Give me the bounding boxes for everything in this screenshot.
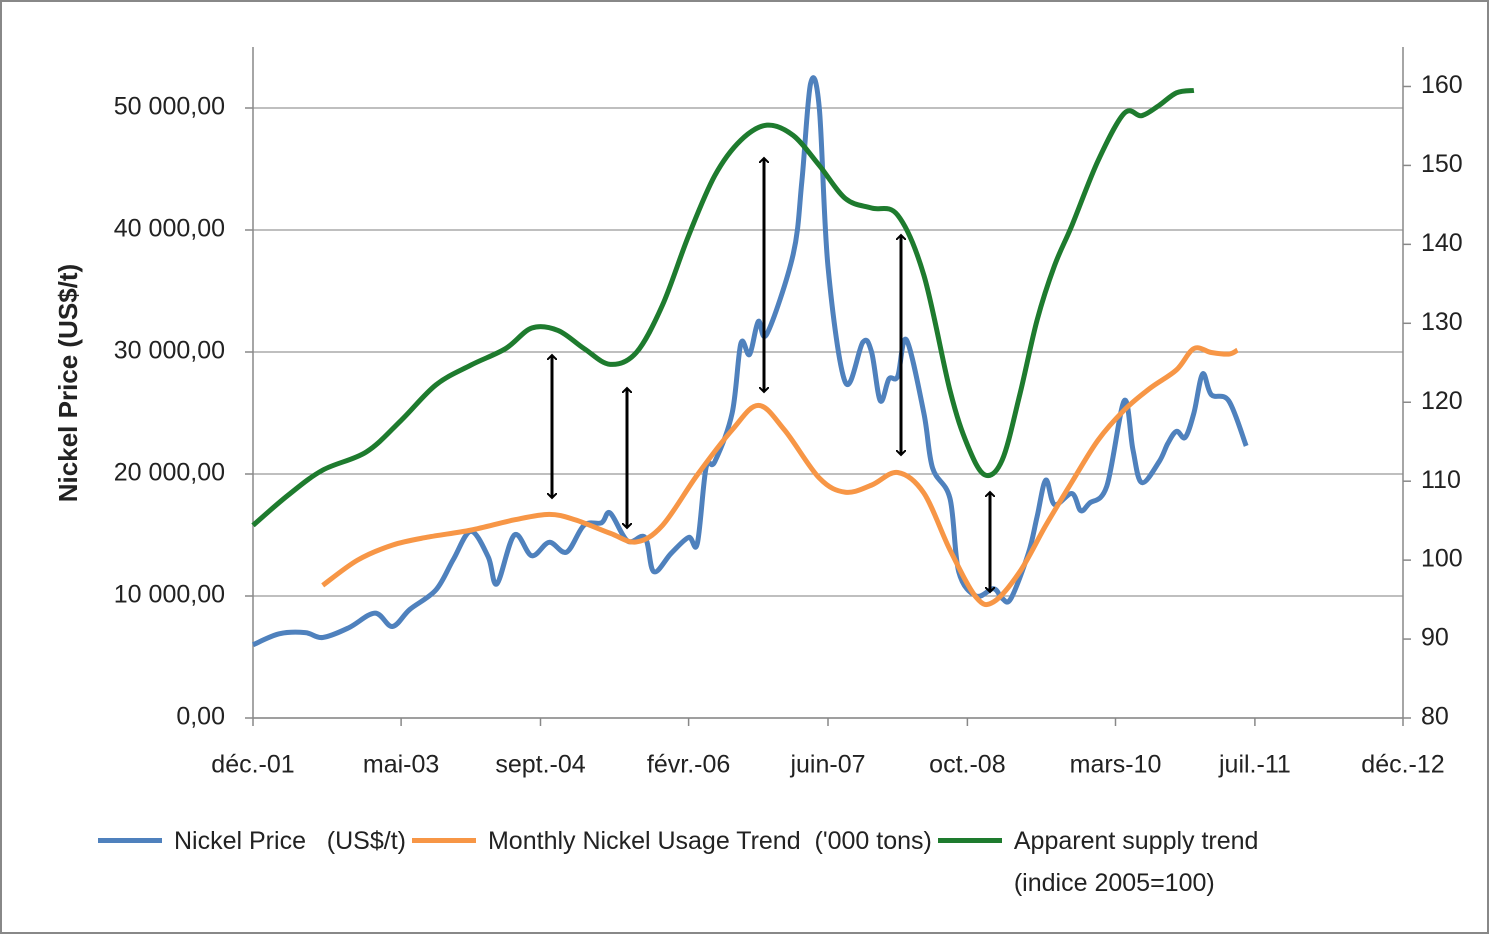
y2-tick-label: 100: [1421, 545, 1463, 573]
y2-tick-label: 150: [1421, 150, 1463, 178]
y2-tick-label: 90: [1421, 624, 1449, 652]
legend-label: Nickel Price (US$/t): [174, 827, 406, 855]
series-line: [321, 345, 1239, 608]
legend: Nickel Price (US$/t) Monthly Nickel Usage…: [98, 820, 1340, 904]
y-tick-label: 20 000,00: [114, 459, 225, 487]
x-tick-label: déc.-01: [211, 751, 294, 779]
y-tick-label: 30 000,00: [114, 337, 225, 365]
legend-item: Nickel Price (US$/t): [98, 820, 406, 862]
y-tick-label: 10 000,00: [114, 581, 225, 609]
legend-label: Monthly Nickel Usage Trend ('000 tons): [487, 827, 932, 855]
legend-swatch: [411, 838, 476, 843]
x-tick-label: mai-03: [363, 751, 439, 779]
x-tick-label: oct.-08: [929, 751, 1005, 779]
y-tick-label: 0,00: [176, 703, 225, 731]
x-tick-label: juin-07: [789, 751, 865, 779]
y-axis-title: Nickel Price (US$/t): [53, 264, 83, 502]
y2-tick-label: 110: [1421, 466, 1461, 494]
annotation-arrows: [552, 158, 990, 592]
x-tick-label: mars-10: [1070, 751, 1162, 779]
y2-tick-label: 120: [1421, 387, 1463, 415]
y-tick-label: 50 000,00: [114, 93, 225, 121]
legend-swatch: [937, 838, 1002, 843]
x-tick-label: sept.-04: [495, 751, 585, 779]
legend-item: Monthly Nickel Usage Trend ('000 tons): [411, 820, 932, 862]
y2-tick-label: 160: [1421, 71, 1463, 99]
legend-label: Apparent supply trend (indice 2005=100): [1013, 827, 1259, 897]
y-tick-label: 40 000,00: [114, 215, 225, 243]
series-line: [251, 75, 1249, 648]
x-tick-label: févr.-06: [647, 751, 730, 779]
y2-tick-label: 140: [1421, 229, 1463, 257]
series-line: [251, 87, 1195, 528]
y2-tick-label: 80: [1421, 703, 1449, 731]
x-tick-label: juil.-11: [1218, 751, 1291, 779]
y2-tick-label: 130: [1421, 308, 1463, 336]
x-tick-label: déc.-12: [1361, 751, 1444, 779]
legend-swatch: [98, 838, 162, 843]
legend-item: Apparent supply trend (indice 2005=100): [937, 820, 1334, 904]
